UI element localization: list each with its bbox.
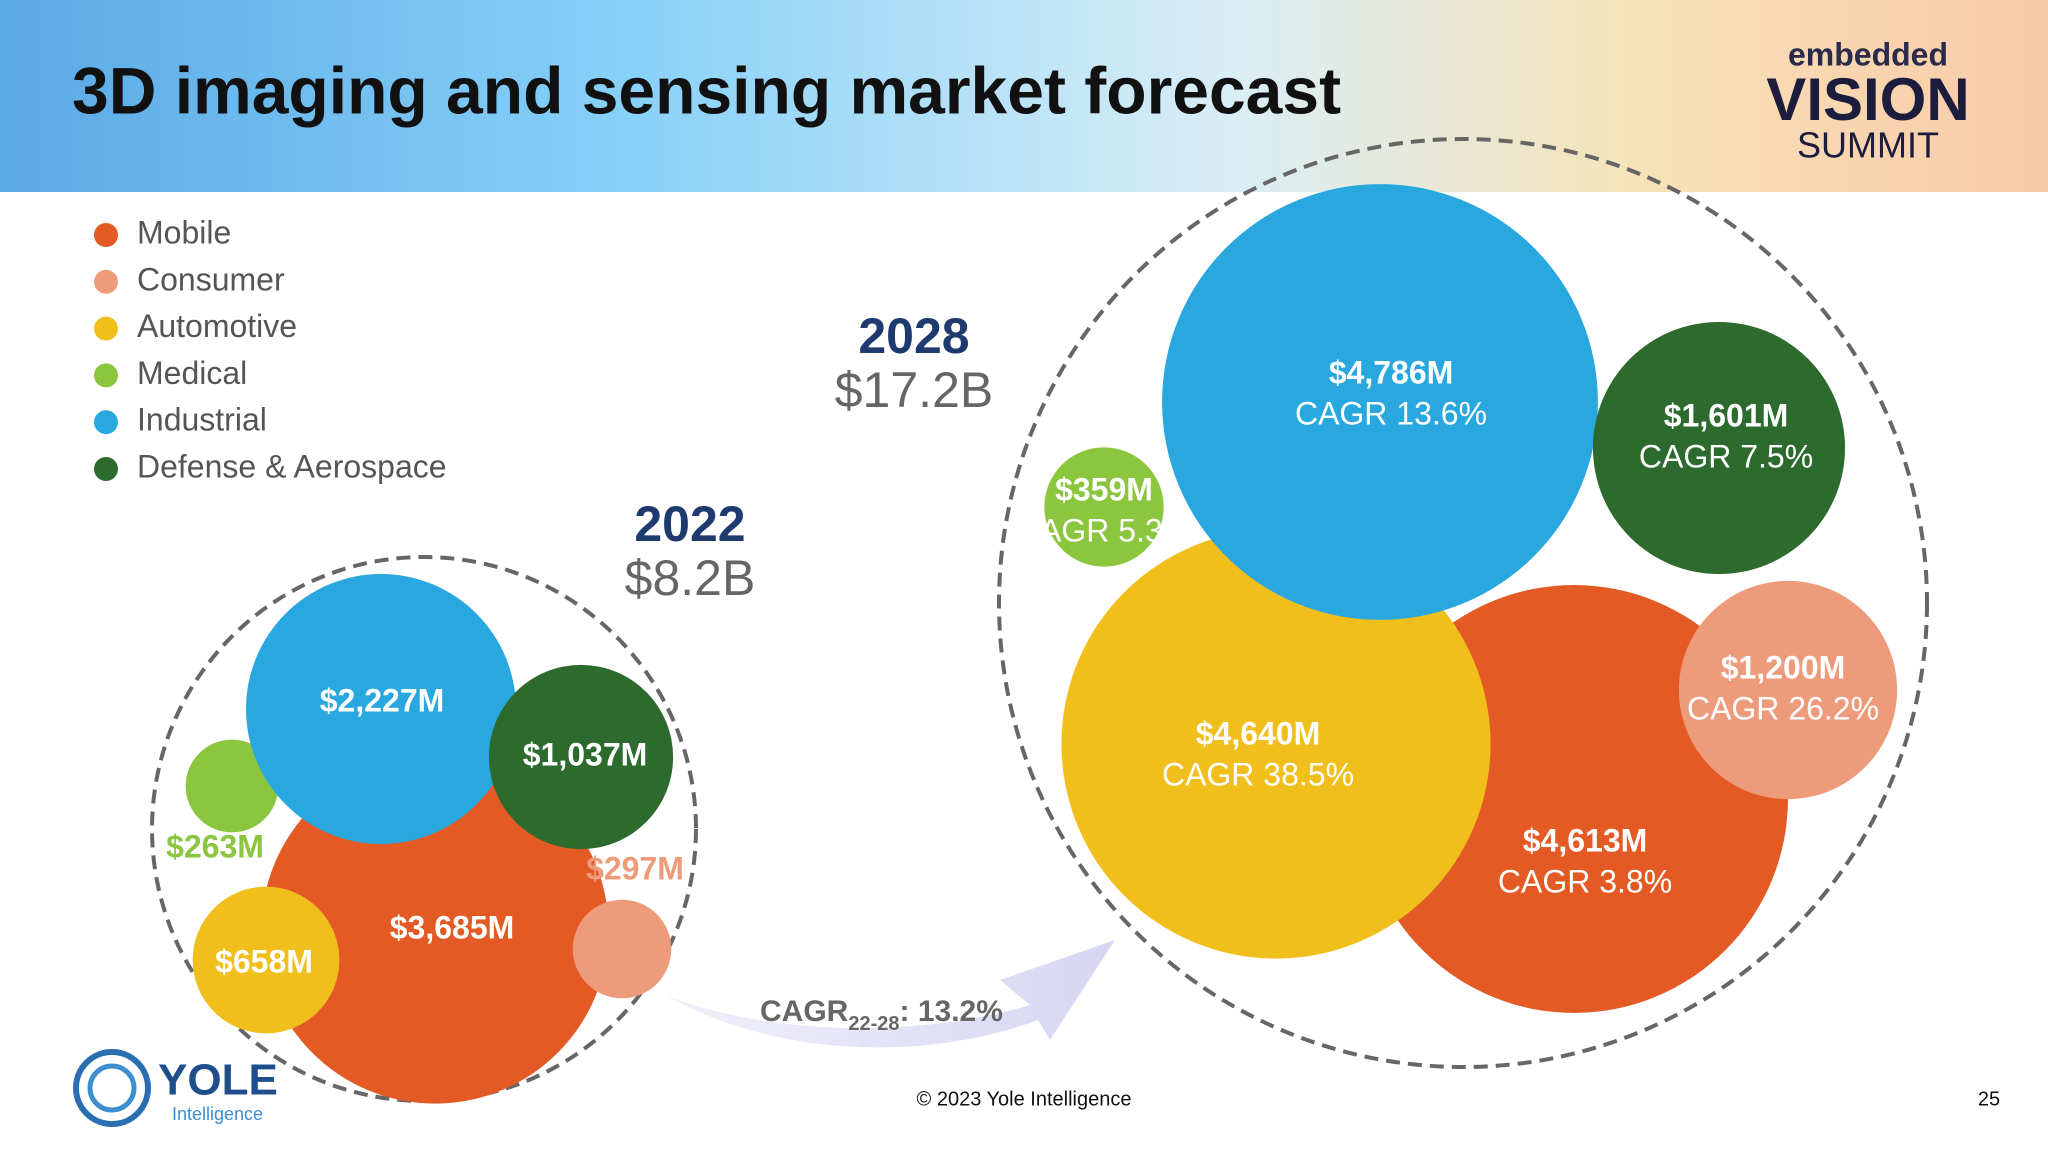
value-label: $658M xyxy=(215,943,313,979)
cagr-label: CAGR 7.5% xyxy=(1639,438,1813,474)
page-number: 25 xyxy=(1978,1088,2000,1110)
legend-label: Mobile xyxy=(137,214,231,250)
header-band xyxy=(0,0,2048,192)
value-label: $2,227M xyxy=(320,682,445,718)
logo-line: SUMMIT xyxy=(1797,125,1939,166)
value-label: $1,601M xyxy=(1664,397,1789,433)
value-label: $4,613M xyxy=(1523,822,1648,858)
legend-marker xyxy=(94,316,118,341)
legend-marker xyxy=(94,223,118,247)
bubble xyxy=(185,739,279,833)
logo-line: embedded xyxy=(1788,36,1948,72)
value-label: $297M xyxy=(586,850,684,886)
slide-title: 3D imaging and sensing market forecast xyxy=(72,53,1341,127)
bubble xyxy=(1162,184,1598,620)
growth-arrow xyxy=(665,940,1115,1048)
cagr-label: CAGR 13.6% xyxy=(1295,395,1487,431)
bubble xyxy=(192,886,340,1034)
value-label: $263M xyxy=(166,828,264,864)
bubble xyxy=(1592,321,1846,575)
legend-marker xyxy=(94,363,118,388)
cagr-label: CAGR 26.2% xyxy=(1687,690,1879,726)
total-label: $17.2B xyxy=(835,362,993,418)
total-label: $8.2B xyxy=(625,550,756,606)
brand-logo xyxy=(87,1063,137,1113)
brand-name: YOLE xyxy=(158,1056,278,1105)
bubble xyxy=(1044,447,1164,567)
value-label: $1,200M xyxy=(1721,649,1846,685)
copyright: © 2023 Yole Intelligence xyxy=(917,1088,1132,1110)
bubble xyxy=(572,899,672,999)
bubble xyxy=(246,574,516,844)
legend-label: Industrial xyxy=(137,402,267,438)
value-label: $4,640M xyxy=(1196,715,1321,751)
growth-label: CAGR22-28: 13.2% xyxy=(760,995,1003,1035)
legend-marker xyxy=(94,457,118,481)
growth-sub: 22-28 xyxy=(848,1013,899,1035)
total-ring xyxy=(997,137,1929,1069)
growth-suffix: : 13.2% xyxy=(900,995,1003,1028)
legend-label: Medical xyxy=(137,355,247,391)
value-label: $1,037M xyxy=(523,736,648,772)
bubble xyxy=(1061,529,1491,959)
year-label: 2022 xyxy=(634,496,745,552)
brand-sub: Intelligence xyxy=(172,1104,263,1124)
growth-text: CAGR xyxy=(760,995,849,1028)
value-label: $4,786M xyxy=(1329,354,1454,390)
bubble xyxy=(261,756,609,1104)
year-label: 2028 xyxy=(858,308,969,364)
legend-label: Consumer xyxy=(137,261,285,297)
logo-line: VISION xyxy=(1766,66,1969,133)
brand-logo xyxy=(73,1049,151,1127)
value-label: $359M xyxy=(1055,471,1153,507)
bubble xyxy=(488,664,674,850)
legend-label: Defense & Aerospace xyxy=(137,448,447,484)
cagr-label: CAGR 3.8% xyxy=(1498,863,1672,899)
value-label: $3,685M xyxy=(390,909,515,945)
legend-marker xyxy=(94,269,118,294)
cagr-label: CAGR 5.3% xyxy=(1017,512,1191,548)
bubble xyxy=(1678,580,1898,800)
legend-marker xyxy=(94,410,118,435)
legend-label: Automotive xyxy=(137,308,297,344)
cagr-label: CAGR 38.5% xyxy=(1162,756,1354,792)
